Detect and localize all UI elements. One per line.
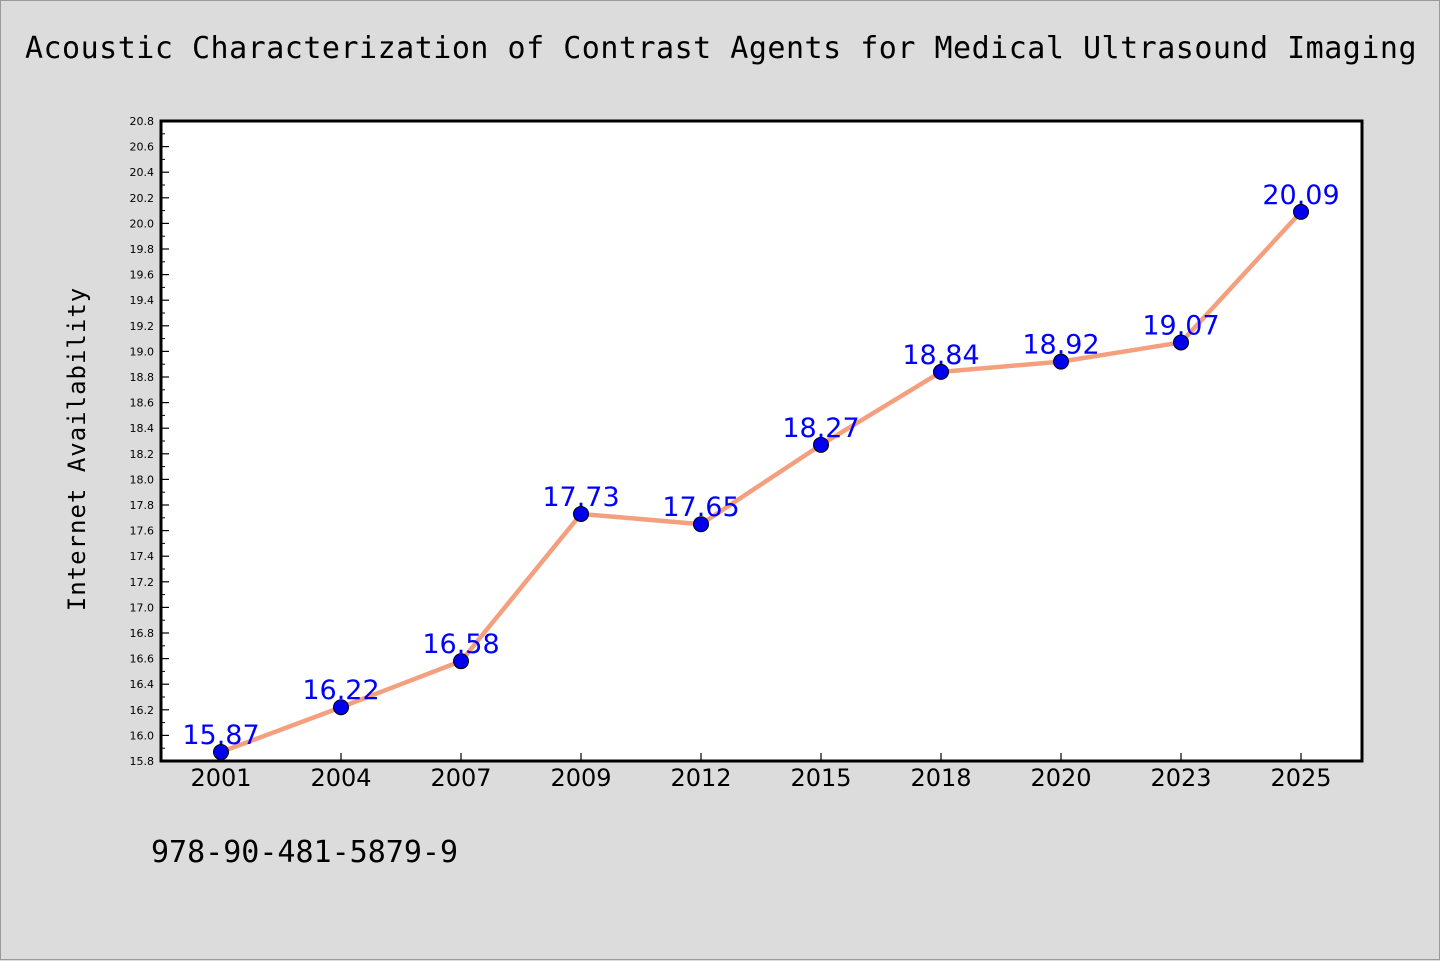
x-tick-label: 2018 <box>910 764 971 792</box>
y-tick-label: 17.8 <box>130 499 155 512</box>
x-tick-label: 2007 <box>430 764 491 792</box>
data-point <box>333 699 349 716</box>
x-tick-label: 2023 <box>1150 764 1211 792</box>
x-tick-label: 2004 <box>310 764 371 792</box>
y-tick-label: 20.4 <box>130 166 155 179</box>
data-point <box>693 516 709 533</box>
data-point <box>1053 353 1069 370</box>
data-point <box>213 744 229 761</box>
plot-area <box>159 119 1364 763</box>
x-tick-label: 2015 <box>790 764 851 792</box>
y-tick-label: 20.8 <box>130 115 155 128</box>
y-tick-label: 18.4 <box>130 422 155 435</box>
y-tick-label: 17.0 <box>130 601 155 614</box>
x-tick-label: 2025 <box>1270 764 1331 792</box>
y-tick-label: 18.8 <box>130 371 155 384</box>
y-tick-label: 19.0 <box>130 345 155 358</box>
series-line <box>218 209 1304 755</box>
data-label: 17.73 <box>542 482 619 513</box>
y-tick-label: 18.6 <box>130 397 155 410</box>
data-label: 15.87 <box>182 720 259 751</box>
chart-title: Acoustic Characterization of Contrast Ag… <box>24 31 1418 66</box>
data-label: 16.58 <box>422 629 499 660</box>
y-tick-label: 16.2 <box>130 704 155 717</box>
data-point <box>1173 334 1189 351</box>
y-tick-label: 17.2 <box>130 576 155 589</box>
y-tick-label: 16.4 <box>130 678 155 691</box>
x-tick-label: 2012 <box>670 764 731 792</box>
data-label: 20.09 <box>1262 180 1339 211</box>
series-group: 15.87 16.22 16.58 17.73 17.65 18.27 18.84 18.92… <box>182 180 1340 761</box>
y-tick-label: 20.2 <box>130 192 155 205</box>
y-tick-label: 20.6 <box>130 141 155 154</box>
data-label: 19.07 <box>1142 310 1219 341</box>
data-point <box>933 363 949 380</box>
y-tick-label: 19.4 <box>130 294 155 307</box>
y-tick-label: 19.2 <box>130 320 155 333</box>
y-tick-label: 17.4 <box>130 550 155 563</box>
y-tick-label: 16.8 <box>130 627 155 640</box>
x-tick-label: 2020 <box>1030 764 1091 792</box>
data-point <box>453 653 469 670</box>
y-tick-label: 18.0 <box>130 473 155 486</box>
y-tick-label: 16.6 <box>130 653 155 666</box>
data-label: 18.92 <box>1022 330 1099 361</box>
y-tick-label: 16.0 <box>130 729 155 742</box>
data-label: 16.22 <box>302 675 379 706</box>
data-label: 17.65 <box>662 492 739 523</box>
x-axis: 2001 2004 2007 2009 2012 2015 2018 2020 2023 2025 <box>190 753 1332 792</box>
x-tick-label: 2001 <box>190 764 251 792</box>
y-axis: 15.8 16.0 16.2 16.4 16.6 16.8 17.0 17.2 17.4 17.6… <box>130 115 169 768</box>
data-point <box>813 436 829 453</box>
data-point <box>573 505 589 522</box>
y-tick-label: 15.8 <box>130 755 155 768</box>
y-tick-label: 18.2 <box>130 448 155 461</box>
data-point <box>1293 203 1309 220</box>
data-label: 18.27 <box>782 413 859 444</box>
y-tick-label: 17.6 <box>130 525 155 538</box>
x-tick-label: 2009 <box>550 764 611 792</box>
y-tick-label: 19.6 <box>130 269 155 282</box>
data-label: 18.84 <box>902 340 979 371</box>
y-tick-label: 19.8 <box>130 243 155 256</box>
y-tick-label: 20.0 <box>130 217 155 230</box>
footer-code: 978-90-481-5879-9 <box>151 835 459 870</box>
y-axis-label: Internet Availability <box>63 287 91 611</box>
